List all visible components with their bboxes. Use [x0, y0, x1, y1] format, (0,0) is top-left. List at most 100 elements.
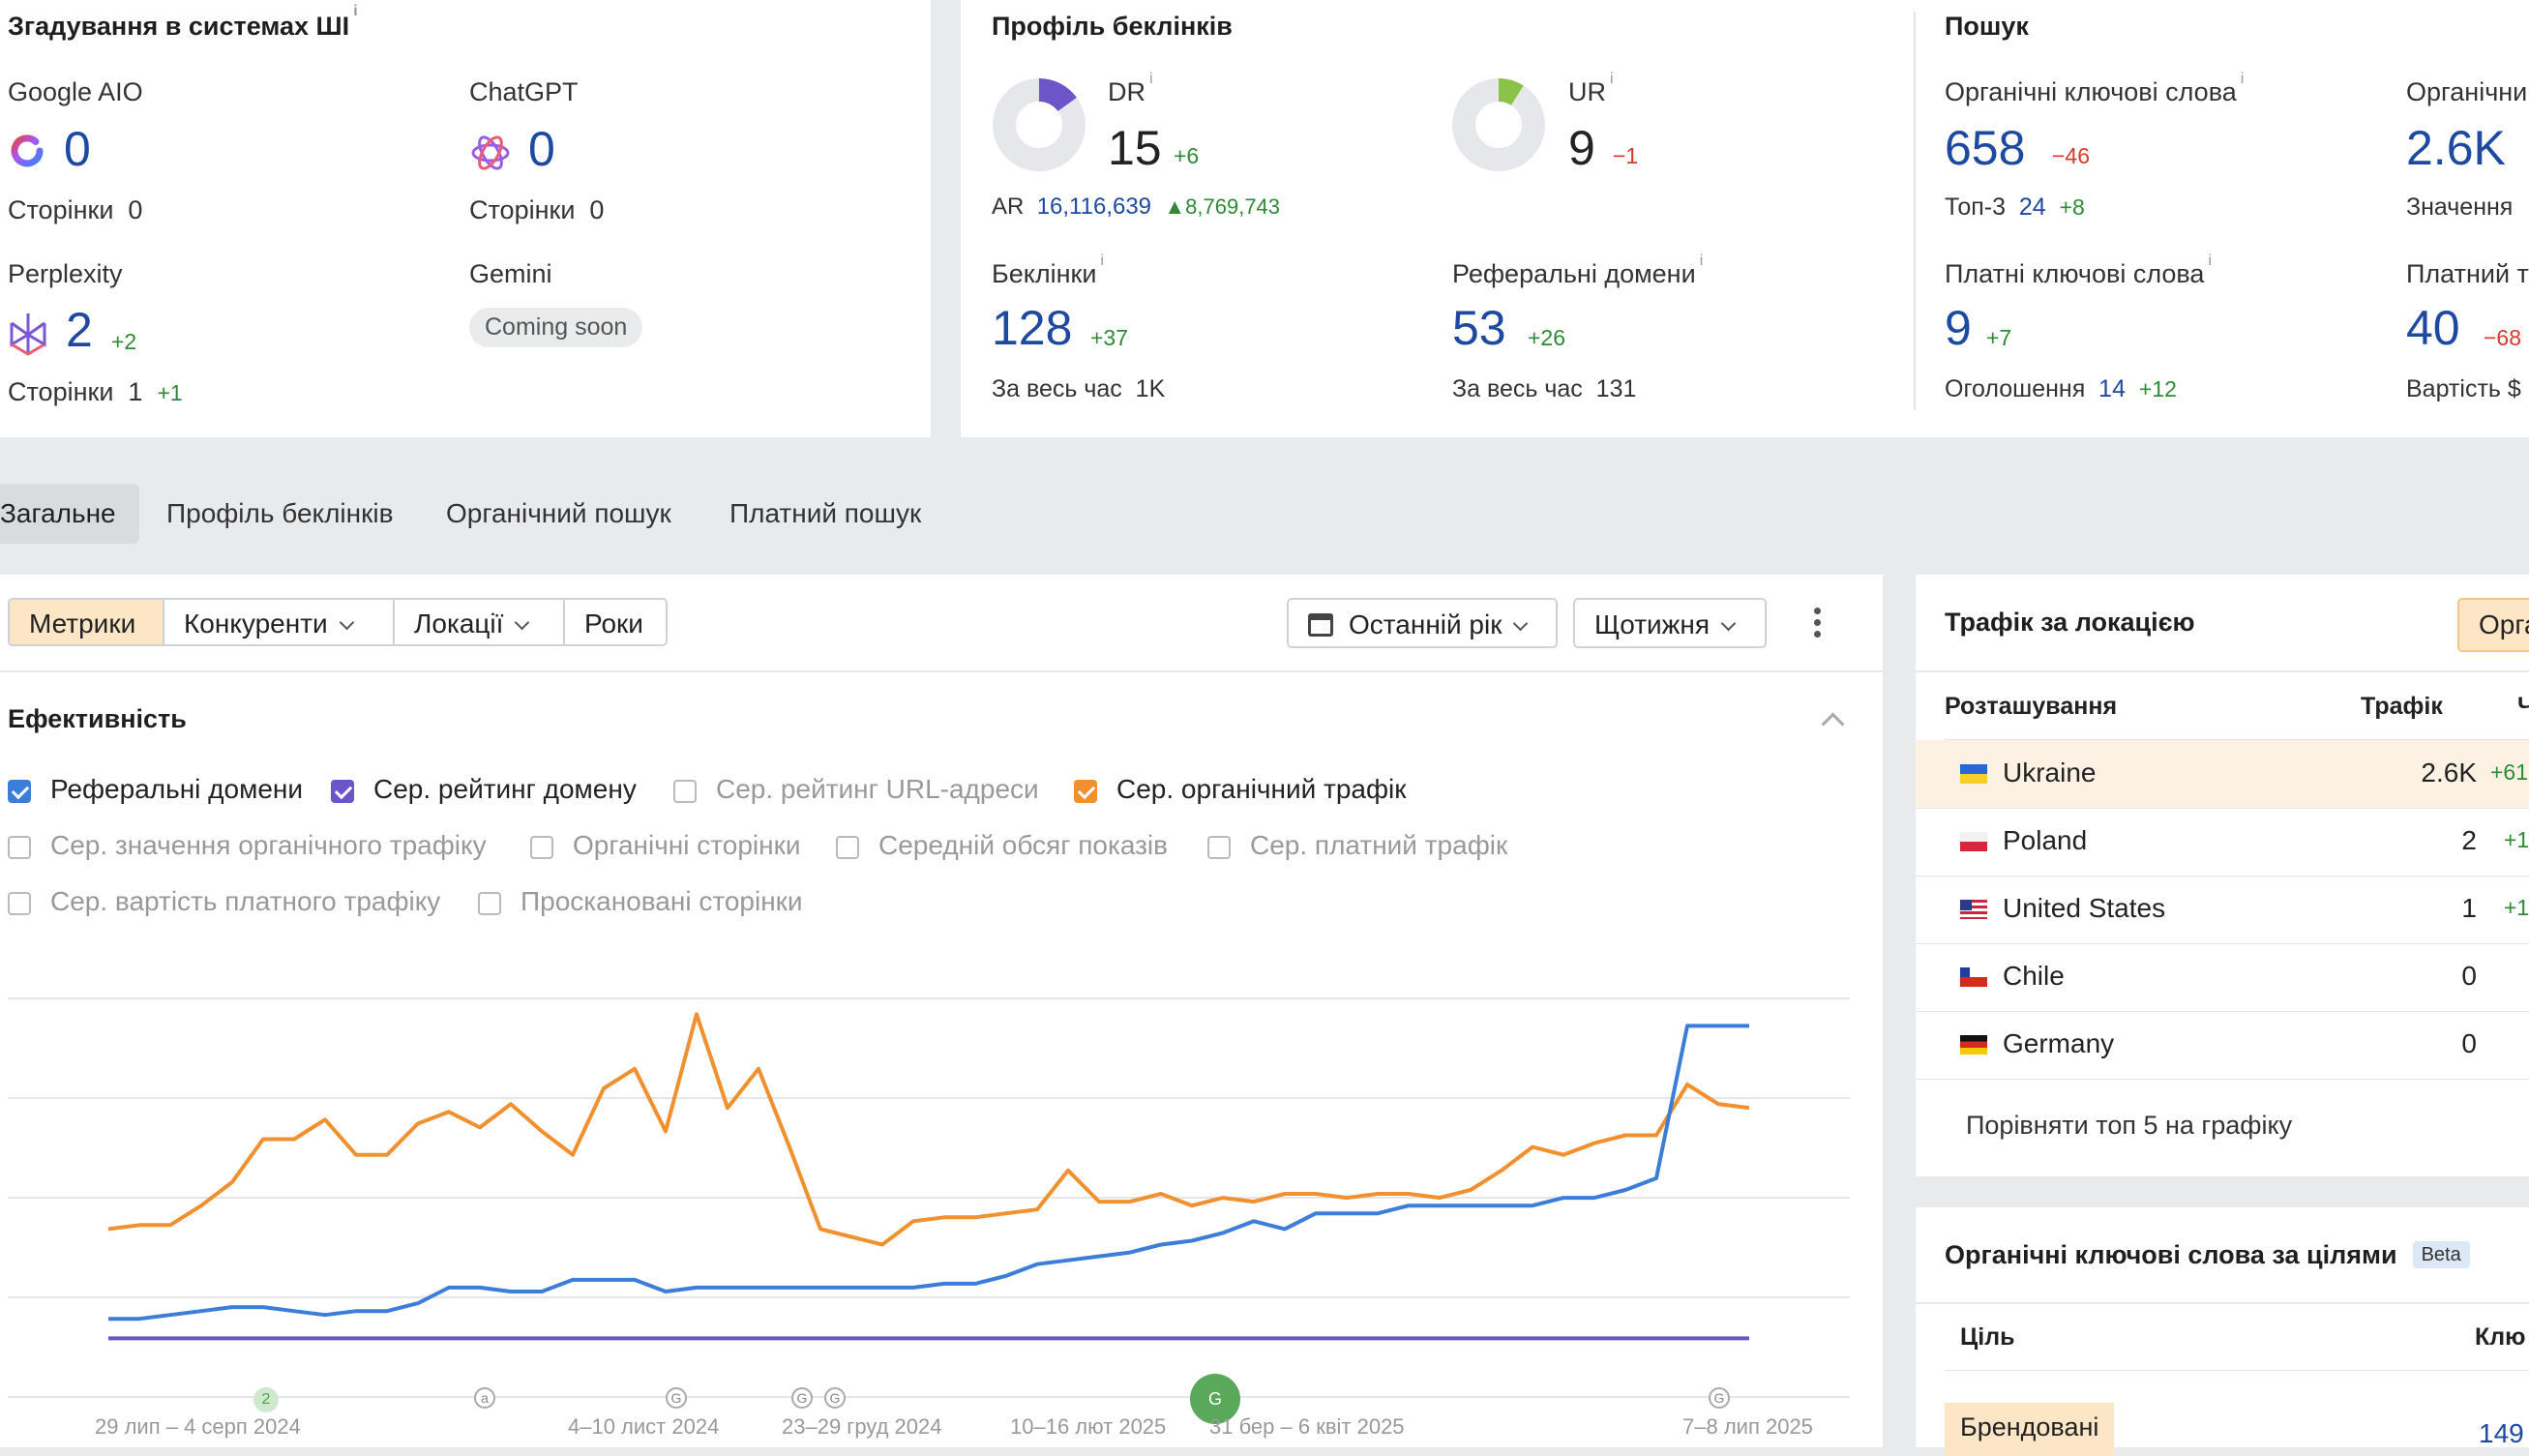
chevron-down-icon — [339, 614, 354, 631]
col-extra-header: Ч — [2517, 693, 2529, 720]
coming-soon-badge: Coming soon — [469, 308, 643, 347]
backlinks-delta: +37 — [1090, 325, 1129, 350]
dr-label: DR i — [1108, 71, 1153, 106]
check-organic-traffic-value[interactable]: Сер. значення органічного трафіку — [8, 830, 487, 861]
perplexity-pages: Сторінки 1 +1 — [8, 377, 183, 406]
check-url-rating[interactable]: Сер. рейтинг URL-адреси — [673, 774, 1039, 805]
more-options-icon[interactable] — [1807, 606, 1827, 640]
performance-title: Ефективність — [8, 704, 187, 733]
paid-traffic-sub: Вартість $ — [2406, 375, 2521, 402]
intents-header-divider — [1945, 1370, 2529, 1371]
location-row-united-states[interactable]: United States 1 +1 — [1916, 876, 2529, 944]
gemini-label: Gemini — [469, 259, 552, 288]
event-marker[interactable]: G — [791, 1387, 813, 1409]
ads-row: Оголошення 14 +12 — [1945, 375, 2177, 402]
x-tick-label: 4–10 лист 2024 — [568, 1414, 720, 1439]
location-row-germany[interactable]: Germany 0 — [1916, 1011, 2529, 1080]
compare-top5-link[interactable]: Порівняти топ 5 на графіку — [1966, 1111, 2293, 1140]
location-row-chile[interactable]: Chile 0 — [1916, 943, 2529, 1012]
perplexity-value: 2 — [66, 303, 93, 357]
col-traffic-header: Трафік — [2361, 693, 2443, 720]
tab-backlink-profile[interactable]: Профіль беклінків — [166, 498, 394, 528]
event-marker-highlight[interactable]: G — [1190, 1374, 1240, 1424]
backlinks-all-time: За весь час 1K — [992, 375, 1166, 402]
chatgpt-label: ChatGPT — [469, 77, 579, 106]
calendar-icon — [1308, 613, 1333, 637]
section-divider — [1914, 12, 1916, 410]
series-line[interactable] — [107, 1012, 1750, 1247]
segment-locations[interactable]: Локації — [393, 598, 565, 646]
beta-badge: Beta — [2412, 1241, 2470, 1268]
series-line[interactable] — [108, 1024, 1749, 1322]
flag-chile-icon — [1960, 967, 1987, 987]
google-aio-value: 0 — [64, 122, 91, 176]
intents-divider — [1916, 1302, 2529, 1304]
intent-branded-badge[interactable]: Брендовані — [1945, 1403, 2115, 1456]
interval-dropdown[interactable]: Щотижня — [1573, 598, 1767, 648]
performance-chart[interactable] — [0, 967, 1858, 1412]
check-domain-rating[interactable]: Сер. рейтинг домену — [331, 774, 637, 805]
backlinks-value: 128 — [992, 301, 1073, 355]
x-tick-label: 23–29 груд 2024 — [782, 1414, 942, 1439]
paid-traffic-label: Платний т — [2406, 259, 2529, 288]
tab-paid-search[interactable]: Платний пошук — [729, 498, 922, 528]
check-organic-pages[interactable]: Органічні сторінки — [530, 830, 800, 861]
ur-label: UR i — [1568, 71, 1614, 106]
organic-button[interactable]: Орга — [2457, 598, 2529, 652]
organic-keywords-delta: −46 — [2052, 143, 2091, 168]
google-aio-label: Google AIO — [8, 77, 143, 106]
chatgpt-icon — [471, 135, 510, 170]
backlinks-label: Беклінки i — [992, 253, 1104, 288]
perplexity-delta: +2 — [111, 329, 137, 354]
check-paid-traffic[interactable]: Сер. платний трафік — [1207, 830, 1507, 861]
ar-row: AR 16,116,639 ▲8,769,743 — [992, 193, 1281, 220]
tab-overview[interactable]: Загальне — [0, 484, 139, 544]
event-marker[interactable]: 2 — [253, 1387, 279, 1412]
paid-keywords-label: Платні ключові слова i — [1945, 253, 2213, 288]
chatgpt-value: 0 — [528, 122, 555, 176]
ur-donut — [1452, 78, 1545, 171]
ref-domains-value: 53 — [1452, 301, 1506, 355]
ref-domains-delta: +26 — [1528, 325, 1566, 350]
ur-delta: −1 — [1613, 143, 1639, 168]
chevron-down-icon — [1720, 615, 1737, 632]
tab-organic-search[interactable]: Органічний пошук — [446, 498, 671, 528]
segment-competitors[interactable]: Конкуренти — [163, 598, 395, 646]
locations-divider — [1916, 670, 2529, 672]
event-marker[interactable]: a — [474, 1387, 495, 1409]
organic-traffic-sub: Значення — [2406, 193, 2514, 221]
flag-ukraine-icon — [1960, 764, 1987, 784]
ref-domains-label: Реферальні домени i — [1452, 253, 1704, 288]
x-tick-label: 10–16 лют 2025 — [1010, 1414, 1167, 1439]
check-crawled-pages[interactable]: Проскановані сторінки — [478, 886, 803, 917]
location-row-ukraine[interactable]: Ukraine 2.6K +612 9 — [1916, 740, 2529, 809]
check-ref-domains[interactable]: Реферальні домени — [8, 774, 303, 805]
segment-years[interactable]: Роки — [563, 598, 668, 646]
check-organic-traffic[interactable]: Сер. органічний трафік — [1074, 774, 1407, 805]
check-paid-traffic-cost[interactable]: Сер. вартість платного трафіку — [8, 886, 440, 917]
ai-mentions-card: Згадування в системах ШІi Google AIO 0 С… — [0, 0, 931, 437]
flag-us-icon — [1960, 900, 1987, 919]
x-tick-label: 7–8 лип 2025 — [1682, 1414, 1813, 1439]
header-divider — [1945, 739, 2529, 740]
organic-traffic-label: Органічни — [2406, 77, 2528, 106]
search-title: Пошук — [1945, 12, 2029, 41]
event-marker[interactable]: G — [824, 1387, 846, 1409]
paid-traffic-value: 40 — [2406, 301, 2460, 355]
organic-keywords-value: 658 — [1945, 121, 2026, 175]
check-impressions[interactable]: Середній обсяг показів — [836, 830, 1168, 861]
location-row-poland[interactable]: Poland 2 +1 — [1916, 808, 2529, 877]
event-marker[interactable]: G — [1709, 1387, 1730, 1409]
period-dropdown[interactable]: Останній рік — [1287, 598, 1558, 648]
paid-keywords-value: 9 — [1945, 301, 1972, 355]
google-icon — [11, 134, 44, 167]
event-marker[interactable]: G — [666, 1387, 687, 1409]
traffic-by-location-title: Трафік за локацією — [1945, 608, 2195, 637]
intent-branded-value[interactable]: 149 — [2479, 1418, 2524, 1448]
keywords-by-intent-title: Органічні ключові слова за цілями Beta — [1945, 1240, 2470, 1270]
top3-row: Топ-3 24 +8 — [1945, 193, 2085, 221]
toolbar-divider — [0, 670, 1883, 672]
segment-metrics[interactable]: Метрики — [8, 598, 164, 646]
chevron-down-icon — [1513, 615, 1529, 632]
ai-mentions-title: Згадування в системах ШІi — [8, 3, 358, 41]
